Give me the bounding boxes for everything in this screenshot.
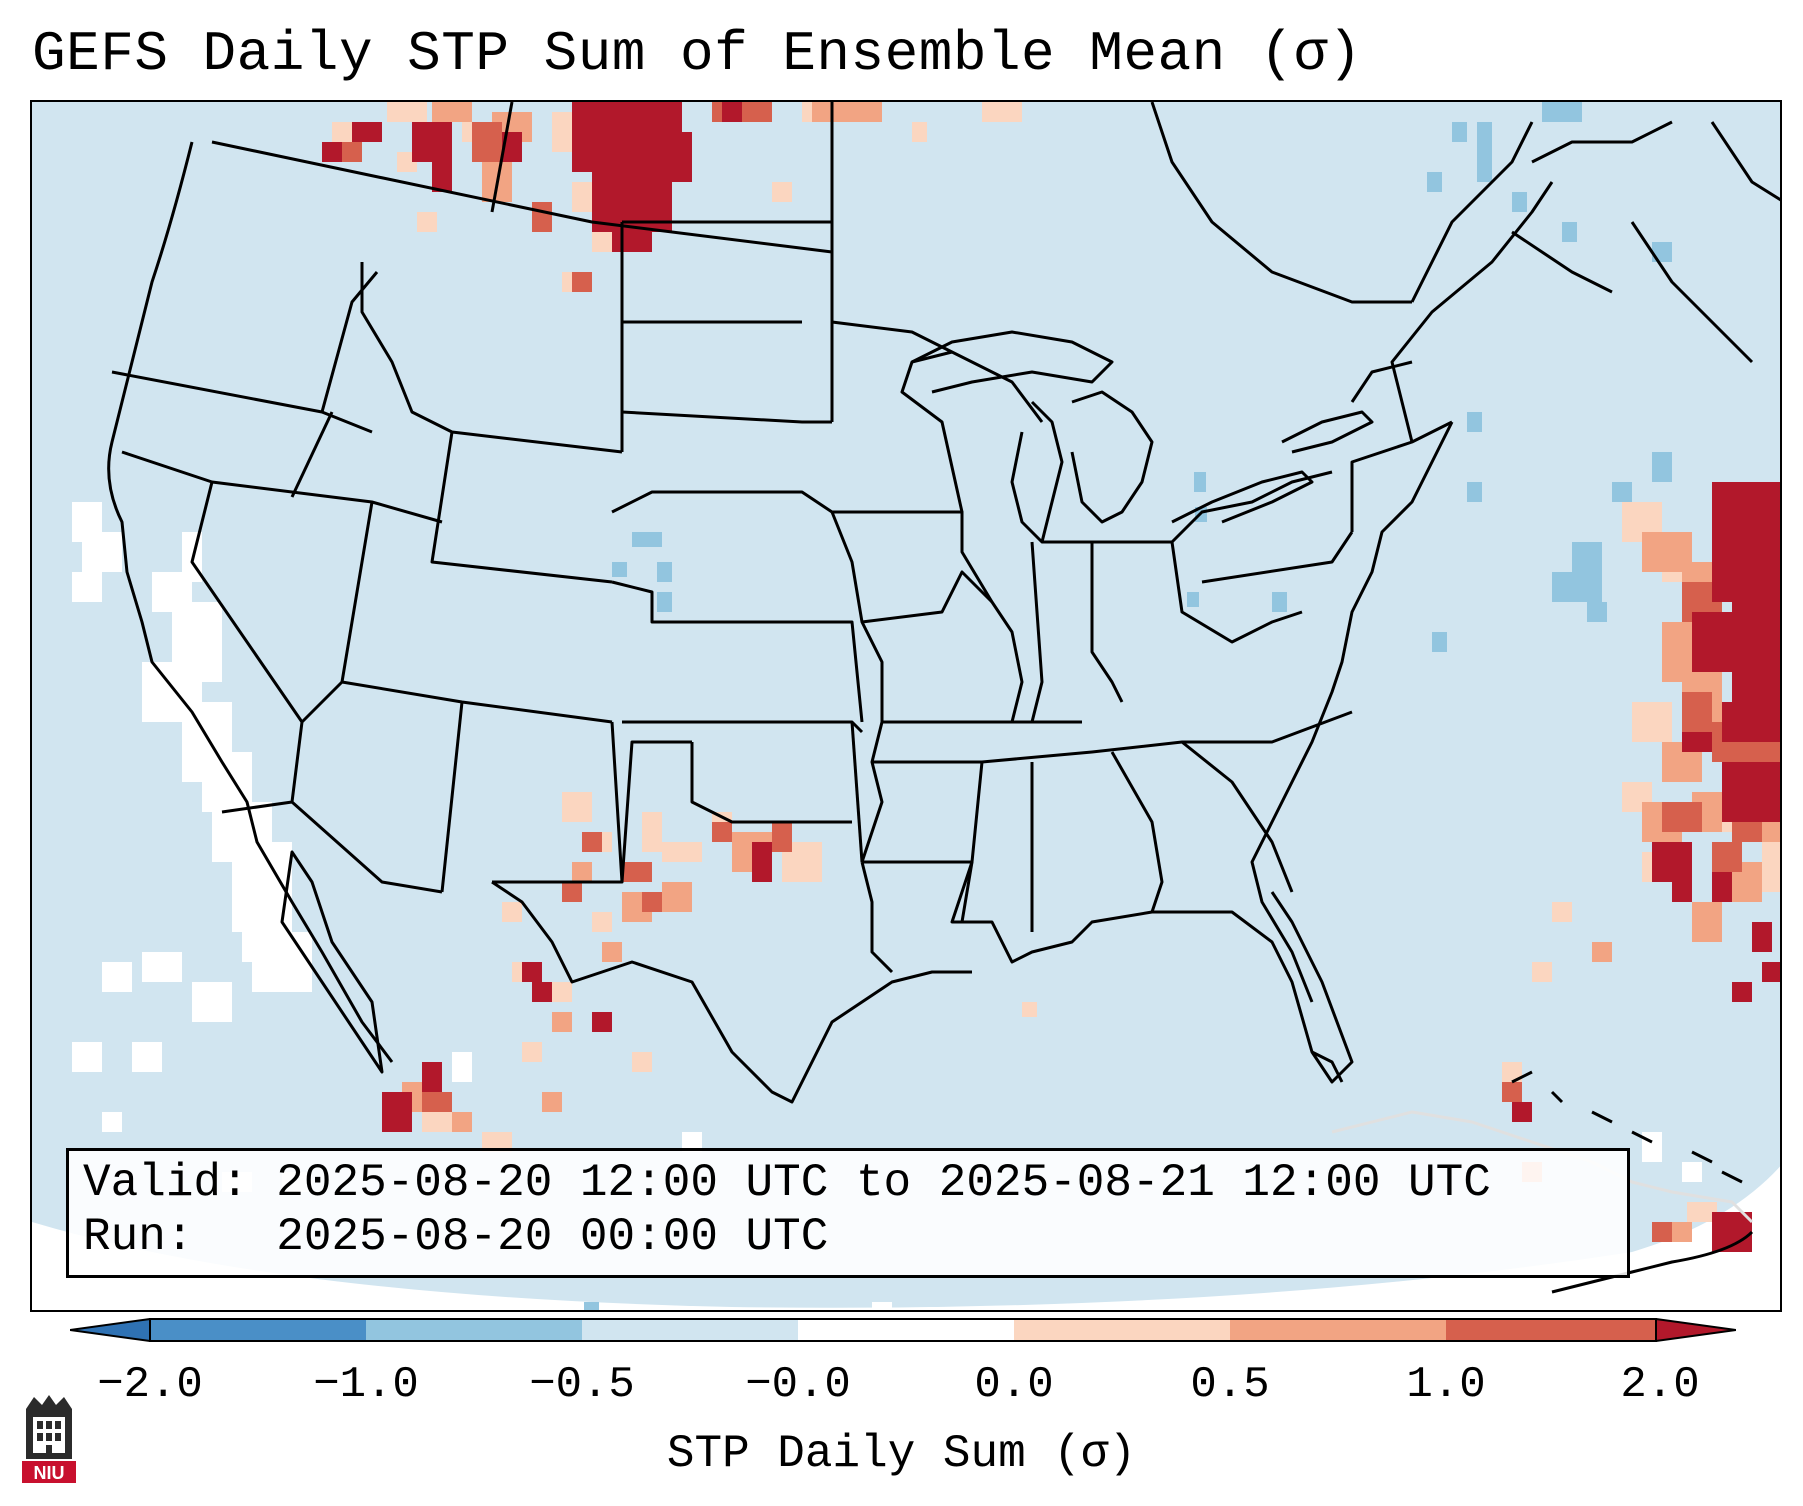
colorbar-tick-3: −0.0	[745, 1360, 851, 1410]
colorbar-tick-0: −2.0	[97, 1360, 203, 1410]
colorbar-frame	[149, 1318, 1657, 1342]
colorbar-tick-5: 0.5	[1190, 1360, 1270, 1410]
university-tower-icon: NIU	[22, 1395, 76, 1483]
run-label: Run:	[83, 1211, 194, 1263]
colorbar-bin-6	[1446, 1319, 1656, 1341]
valid-value: 2025-08-20 12:00 UTC to 2025-08-21 12:00…	[276, 1157, 1491, 1209]
colorbar-tick-7: 2.0	[1620, 1360, 1700, 1410]
run-value: 2025-08-20 00:00 UTC	[276, 1211, 829, 1263]
colorbar-tick-4: 0.0	[974, 1360, 1054, 1410]
colorbar-tick-6: 1.0	[1406, 1360, 1486, 1410]
valid-run-info-box: Valid: 2025-08-20 12:00 UTC to 2025-08-2…	[66, 1148, 1630, 1278]
colorbar-tick-1: −1.0	[313, 1360, 419, 1410]
neutral-anomaly-cells	[72, 502, 1702, 1310]
colorbar-over-extend	[1655, 1318, 1736, 1342]
state-borders	[107, 102, 1780, 1294]
chart-title: GEFS Daily STP Sum of Ensemble Mean (σ)	[32, 22, 1363, 86]
colorbar-bin-3	[798, 1319, 1014, 1341]
colorbar-bin-0	[150, 1319, 366, 1341]
colorbar-under-extend	[70, 1318, 151, 1342]
colorbar	[70, 1318, 1736, 1342]
map-domain	[32, 102, 1780, 1308]
valid-label: Valid:	[83, 1157, 249, 1209]
colorbar-bin-2	[582, 1319, 798, 1341]
colorbar-bin-4	[1014, 1319, 1230, 1341]
colorbar-tick-2: −0.5	[529, 1360, 635, 1410]
colorbar-bin-1	[366, 1319, 582, 1341]
logo-text: NIU	[34, 1463, 65, 1483]
run-line: Run: 2025-08-20 00:00 UTC	[83, 1211, 828, 1263]
valid-line: Valid: 2025-08-20 12:00 UTC to 2025-08-2…	[83, 1157, 1491, 1209]
colorbar-bin-5	[1230, 1319, 1446, 1341]
map-panel	[30, 100, 1782, 1312]
colorbar-label: STP Daily Sum (σ)	[666, 1428, 1137, 1480]
stp-map	[32, 102, 1780, 1310]
